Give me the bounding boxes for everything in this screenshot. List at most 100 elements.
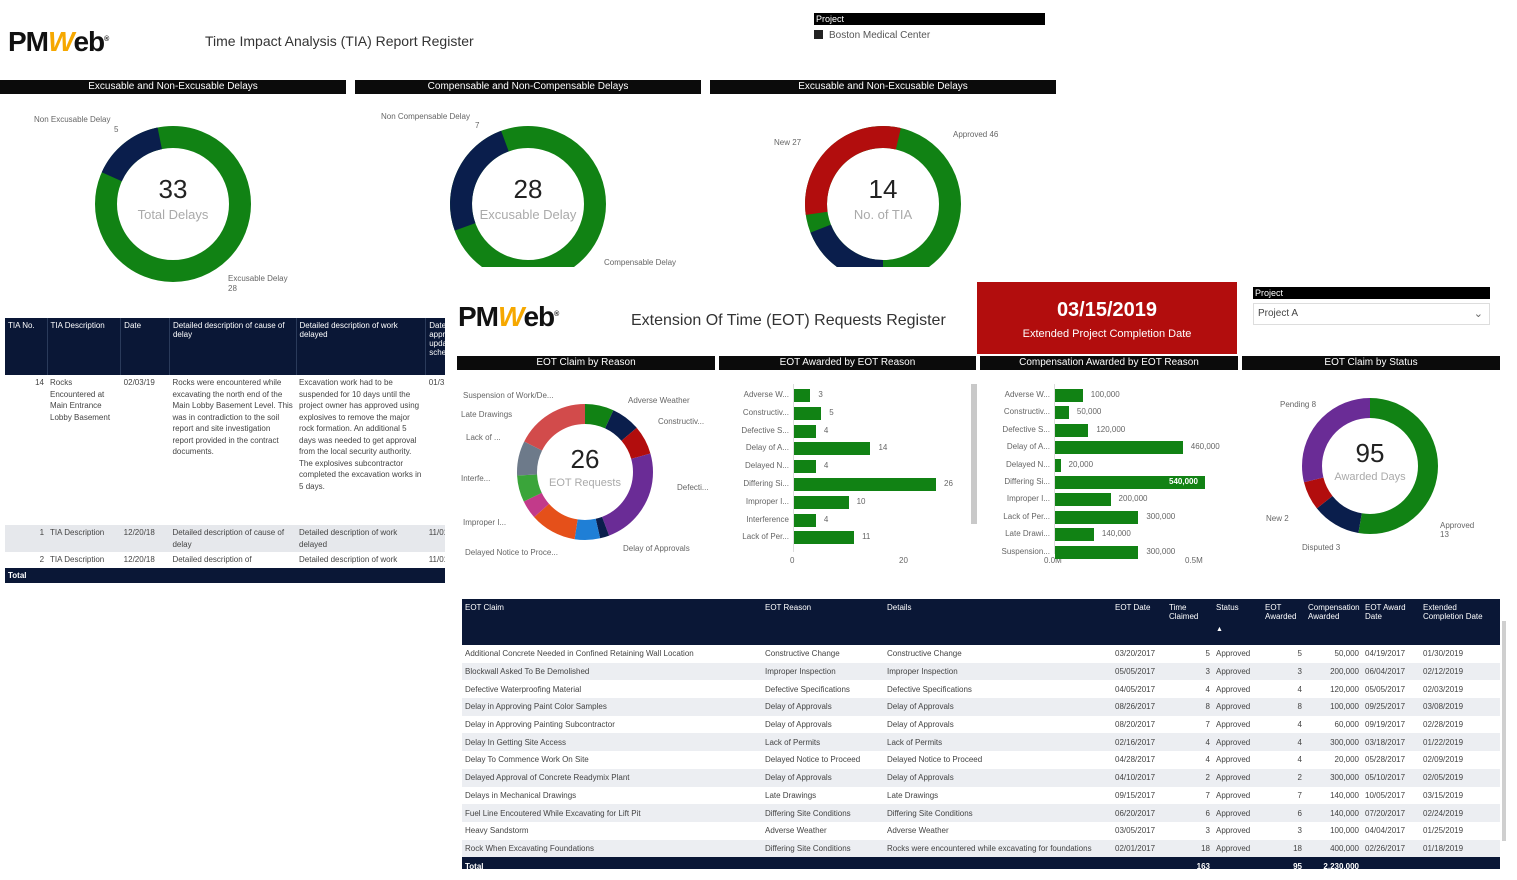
cell: 05/05/2017 (1112, 662, 1166, 681)
chevron-down-icon[interactable]: ⌄ (1473, 308, 1483, 320)
bar[interactable] (794, 406, 822, 420)
cell: 1 (39, 528, 45, 537)
project-dropdown[interactable]: Project A ⌄ (1253, 303, 1490, 325)
table-row[interactable]: Delay in Approving Paint Color Samples De… (462, 698, 1500, 716)
table-row[interactable]: Rock When Excavating Foundations Differin… (462, 839, 1500, 858)
col-eot-award-date[interactable]: EOT Award Date (1362, 599, 1420, 645)
bar[interactable] (794, 513, 816, 527)
bar[interactable] (794, 478, 936, 491)
cell: 04/19/2017 (1365, 649, 1406, 659)
cell: 4 (1262, 733, 1305, 752)
cell: 04/04/2017 (1365, 826, 1406, 836)
cell: Detailed description of work (299, 555, 398, 564)
reason-label: Delayed Notice to Proce... (465, 548, 558, 557)
donut-chart (805, 126, 961, 267)
cell: Delayed Notice to Proceed (887, 755, 983, 765)
col-cause[interactable]: Detailed description of cause of delay (169, 318, 297, 375)
cell: Approved (1216, 790, 1251, 800)
cell: Approved (1216, 720, 1251, 730)
bar-category-label: Constructiv... (742, 407, 789, 417)
cell: 02/24/2019 (1420, 804, 1500, 822)
bar[interactable] (794, 460, 816, 474)
cell: 02/03/19 (123, 378, 155, 387)
total-empty-cell (884, 857, 1112, 869)
cell: 02/05/2019 (1420, 768, 1500, 787)
bar[interactable] (1055, 493, 1111, 507)
eot-project-filter[interactable]: Project Project A ⌄ (1253, 287, 1490, 325)
col-details[interactable]: Details (884, 599, 1112, 645)
col-approved-date[interactable]: Date of approved updated schedule (425, 318, 445, 375)
col-eot-awarded[interactable]: EOT Awarded (1262, 599, 1305, 645)
bar[interactable] (1055, 423, 1089, 437)
tia-section-header-2: Compensable and Non-Compensable Delays (355, 80, 701, 94)
col-tia-no[interactable]: TIA No. (5, 318, 48, 375)
col-date[interactable]: Date (120, 318, 170, 375)
bar[interactable] (1055, 458, 1061, 472)
bar-value-label: 540,000 (1169, 477, 1198, 486)
project-filter-option[interactable]: Boston Medical Center (814, 30, 1045, 41)
col-extended-completion-date[interactable]: Extended Completion Date (1420, 599, 1500, 645)
bar-category-label: Improper I... (745, 496, 789, 506)
axis-line (1054, 384, 1055, 554)
tia-label-compensable: Compensable Delay (604, 258, 677, 267)
scrollbar[interactable] (971, 384, 977, 524)
table-row[interactable]: Delay To Commence Work On Site Delayed No… (462, 751, 1500, 769)
col-work-delayed[interactable]: Detailed description of work delayed (296, 318, 427, 375)
tia-project-filter[interactable]: Project Boston Medical Center (814, 13, 1045, 41)
bar[interactable] (794, 531, 855, 545)
tia-section-header-3: Excusable and Non-Excusable Delays (710, 80, 1056, 94)
cell: Rocks were encountered while excavating … (172, 378, 293, 456)
bar[interactable] (794, 442, 871, 456)
bar[interactable] (1055, 441, 1183, 455)
col-compensation-awarded[interactable]: Compensation Awarded (1305, 599, 1362, 645)
cell: 4 (1297, 755, 1302, 765)
col-time-claimed[interactable]: Time Claimed (1166, 599, 1213, 645)
sort-asc-icon[interactable]: ▲ (1216, 626, 1223, 633)
col-eot-reason[interactable]: EOT Reason (762, 599, 884, 645)
cell: 14 (35, 378, 45, 387)
donut-chart (95, 126, 251, 282)
table-row[interactable]: Fuel Line Encoutered While Excavating fo… (462, 804, 1500, 822)
col-eot-claim[interactable]: EOT Claim (462, 599, 762, 645)
col-eot-date[interactable]: EOT Date (1112, 599, 1166, 645)
total-cell: 2,230,000 (1305, 857, 1362, 869)
differing-slice (517, 404, 653, 540)
cell: 7 (1297, 790, 1302, 800)
cell: Heavy Sandstorm (465, 826, 529, 836)
bar[interactable] (794, 424, 816, 438)
table-row[interactable]: Delays in Mechanical Drawings Late Drawin… (462, 787, 1500, 805)
table-row[interactable]: 1 TIA Description 12/20/18 Detailed desc… (5, 525, 445, 552)
bar[interactable] (1055, 476, 1205, 489)
table-row[interactable]: Delay in Approving Painting Subcontracto… (462, 716, 1500, 734)
table-row[interactable]: Blockwall Asked To Be Demolished Improper… (462, 662, 1500, 681)
table-scrollbar[interactable] (1502, 621, 1506, 841)
bar[interactable] (1055, 510, 1139, 524)
bar[interactable] (1055, 528, 1094, 542)
cell: Defective Waterproofing Material (465, 684, 582, 694)
tia-logo: PMWeb® (8, 26, 109, 57)
col-tia-description[interactable]: TIA Description (47, 318, 122, 375)
table-row[interactable]: Defective Waterproofing Material Defectiv… (462, 680, 1500, 698)
cell: Approved (1216, 649, 1251, 659)
cell: 140,000 (1330, 790, 1359, 800)
cell: 60,000 (1334, 720, 1359, 730)
bar[interactable] (1055, 406, 1069, 420)
non-compensable-slice (450, 126, 606, 267)
cell: 08/26/2017 (1112, 698, 1166, 716)
table-row[interactable]: Delayed Approval of Concrete Readymix Pl… (462, 768, 1500, 787)
table-row[interactable]: Heavy Sandstorm Adverse Weather Adverse We… (462, 822, 1500, 840)
bar[interactable] (1055, 545, 1139, 559)
table-row[interactable]: Additional Concrete Needed in Confined R… (462, 645, 1500, 663)
table-row[interactable]: 2 TIA Description 12/20/18 Detailed desc… (5, 552, 445, 568)
cell: 7 (1205, 790, 1210, 800)
checkbox-icon[interactable] (814, 30, 823, 39)
table-row[interactable]: 14 Rocks Encountered at Main Entrance Lo… (5, 375, 445, 525)
bar[interactable] (794, 495, 849, 509)
cell: 18 (1166, 839, 1213, 858)
bar[interactable] (1055, 389, 1083, 402)
table-row[interactable]: Delay In Getting Site Access Lack of Perm… (462, 733, 1500, 752)
bar[interactable] (794, 389, 811, 402)
col-status[interactable]: Status ▲ (1213, 599, 1262, 645)
cell: Approved (1213, 768, 1262, 787)
cell: Delay In Getting Site Access (462, 733, 762, 752)
